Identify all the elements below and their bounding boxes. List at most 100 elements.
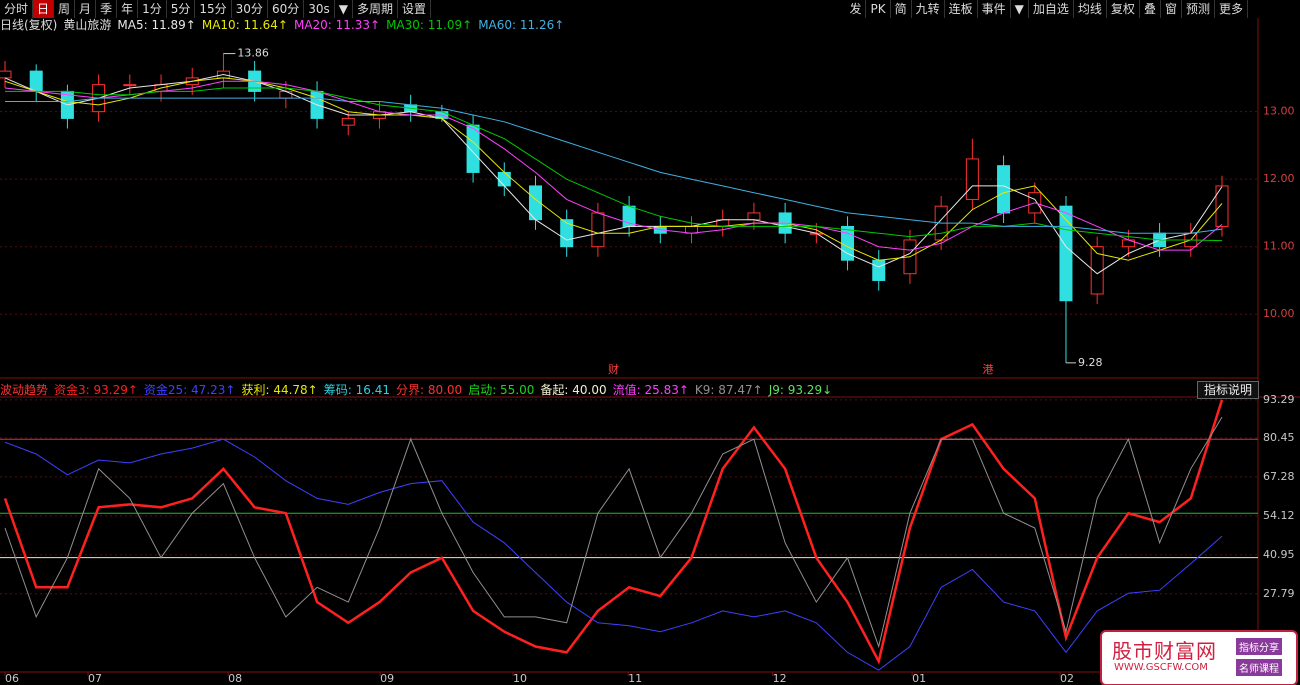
watermark-tag: 名师课程: [1236, 659, 1282, 676]
legend-item: MA20: 11.33↑: [293, 18, 381, 32]
event-marker: 港: [982, 363, 993, 376]
toolbar-button[interactable]: 连板: [945, 0, 978, 18]
watermark: 股市财富网 WWW.GSCFW.COM 指标分享 名师课程: [1100, 630, 1298, 685]
indicator-help-button[interactable]: 指标说明: [1197, 381, 1260, 399]
toolbar-button[interactable]: ▼: [335, 0, 353, 18]
candle-body: [872, 259, 886, 281]
y-tick-label: 11.00: [1263, 240, 1295, 253]
toolbar-button[interactable]: 月: [75, 0, 97, 18]
series-line: [4, 73, 1223, 275]
toolbar-button[interactable]: 60分: [268, 0, 305, 18]
candle-body: [497, 171, 511, 187]
y-tick-label: 10.00: [1263, 307, 1295, 320]
series-line: [4, 416, 1223, 649]
toolbar-button[interactable]: 叠: [1140, 0, 1161, 18]
toolbar-button[interactable]: 30s: [304, 0, 335, 18]
toolbar-button[interactable]: 分时: [0, 0, 34, 18]
toolbar-button[interactable]: 多周期: [353, 0, 398, 18]
legend-item: 获利: 44.78↑: [241, 383, 318, 397]
legend-item: MA30: 11.09↑: [386, 18, 473, 32]
x-tick-label: 08: [228, 672, 242, 685]
watermark-title: 股市财富网: [1112, 639, 1217, 663]
y-tick-label: 93.29: [1263, 393, 1295, 406]
legend-item: MA5: 11.89↑: [117, 18, 196, 32]
series-line: [5, 87, 1223, 242]
toolbar-button[interactable]: 周: [54, 0, 76, 18]
toolbar-button[interactable]: 日: [33, 0, 55, 18]
legend-item: 启动: 55.00: [468, 383, 535, 397]
x-tick-label: 11: [628, 672, 642, 685]
high-label: 13.86: [237, 47, 269, 60]
stock-name: 黄山旅游: [63, 18, 112, 32]
watermark-tag: 指标分享: [1236, 638, 1282, 655]
toolbar-button[interactable]: 5分: [167, 0, 196, 18]
toolbar-button[interactable]: 更多: [1215, 0, 1248, 18]
toolbar-button[interactable]: 九转: [912, 0, 945, 18]
y-tick-label: 27.79: [1263, 587, 1295, 600]
legend-item: 分界: 80.00: [395, 383, 463, 397]
x-tick-label: 09: [380, 672, 394, 685]
candle-body: [123, 84, 137, 87]
toolbar-button[interactable]: 加自选: [1029, 0, 1074, 18]
candle-body: [279, 90, 293, 99]
toolbar-button[interactable]: 30分: [232, 0, 268, 18]
toolbar-button[interactable]: 复权: [1107, 0, 1140, 18]
y-tick-label: 13.00: [1263, 105, 1295, 118]
toolbar-button[interactable]: 1分: [138, 0, 167, 18]
toolbar-button[interactable]: 设置: [398, 0, 432, 18]
low-label: 9.28: [1078, 356, 1103, 369]
toolbar-right: 发 PK 简九转 连板 事件 ▼ 加自选 均线 复权叠窗预测 更多: [845, 0, 1248, 18]
x-tick-label: 06: [5, 672, 19, 685]
series-line: [5, 97, 1223, 234]
y-tick-label: 54.12: [1263, 509, 1295, 522]
toolbar-button[interactable]: 发: [845, 0, 867, 18]
y-tick-label: 80.45: [1263, 431, 1295, 444]
x-tick-label: 12: [773, 672, 787, 685]
candle-body: [466, 124, 480, 173]
x-tick-label: 01: [912, 672, 926, 685]
candle-body: [0, 70, 12, 79]
series-line: [3, 399, 1224, 665]
legend-item: 筹码: 16.41: [323, 383, 390, 397]
x-tick-label: 02: [1060, 672, 1074, 685]
toolbar-button[interactable]: 15分: [195, 0, 232, 18]
legend-item: 资金3: 93.29↑: [54, 383, 138, 397]
toolbar-button[interactable]: 事件: [978, 0, 1011, 18]
candle-body: [341, 117, 355, 126]
y-tick-label: 67.28: [1263, 470, 1295, 483]
legend-item: MA60: 11.26↑: [478, 18, 565, 32]
candle-body: [685, 225, 699, 234]
candle-body: [965, 158, 979, 200]
candle-body: [591, 212, 605, 248]
indicator-title: 波动趋势: [0, 383, 49, 397]
candle-body: [1215, 185, 1229, 227]
toolbar-button[interactable]: 均线: [1074, 0, 1107, 18]
series-line: [4, 77, 1223, 261]
toolbar-button[interactable]: 简: [891, 0, 912, 18]
legend-item: 资金25: 47.23↑: [143, 383, 236, 397]
toolbar-button[interactable]: 季: [96, 0, 118, 18]
x-tick-label: 10: [513, 672, 527, 685]
chart-title: 日线(复权): [0, 18, 58, 32]
main-legend: 日线(复权) 黄山旅游 MA5: 11.89↑ MA10: 11.64↑ MA20:…: [0, 17, 570, 33]
series-line: [4, 80, 1223, 251]
legend-item: 流值: 25.83↑: [612, 383, 689, 397]
y-tick-label: 12.00: [1263, 172, 1295, 185]
legend-item: J9: 93.29↓: [768, 383, 833, 397]
legend-item: K9: 87.47↑: [694, 383, 763, 397]
toolbar-left: 分时日周月季年 1分 5分 15分 30分 60分 30s ▼ 多周期 设置: [0, 0, 432, 18]
toolbar-button[interactable]: PK: [866, 0, 891, 18]
x-tick-label: 07: [88, 672, 102, 685]
toolbar-button[interactable]: 窗: [1161, 0, 1182, 18]
toolbar-button[interactable]: 预测: [1182, 0, 1215, 18]
legend-item: 备起: 40.00: [540, 383, 607, 397]
toolbar-button[interactable]: ▼: [1011, 0, 1029, 18]
series-line: [4, 438, 1223, 671]
event-marker: 财: [608, 362, 619, 376]
candle-body: [560, 219, 574, 248]
toolbar-button[interactable]: 年: [117, 0, 139, 18]
indicator-legend: 波动趋势 资金3: 93.29↑ 资金25: 47.23↑ 获利: 44.78↑ 筹码…: [0, 382, 838, 398]
candle-body: [997, 165, 1011, 214]
